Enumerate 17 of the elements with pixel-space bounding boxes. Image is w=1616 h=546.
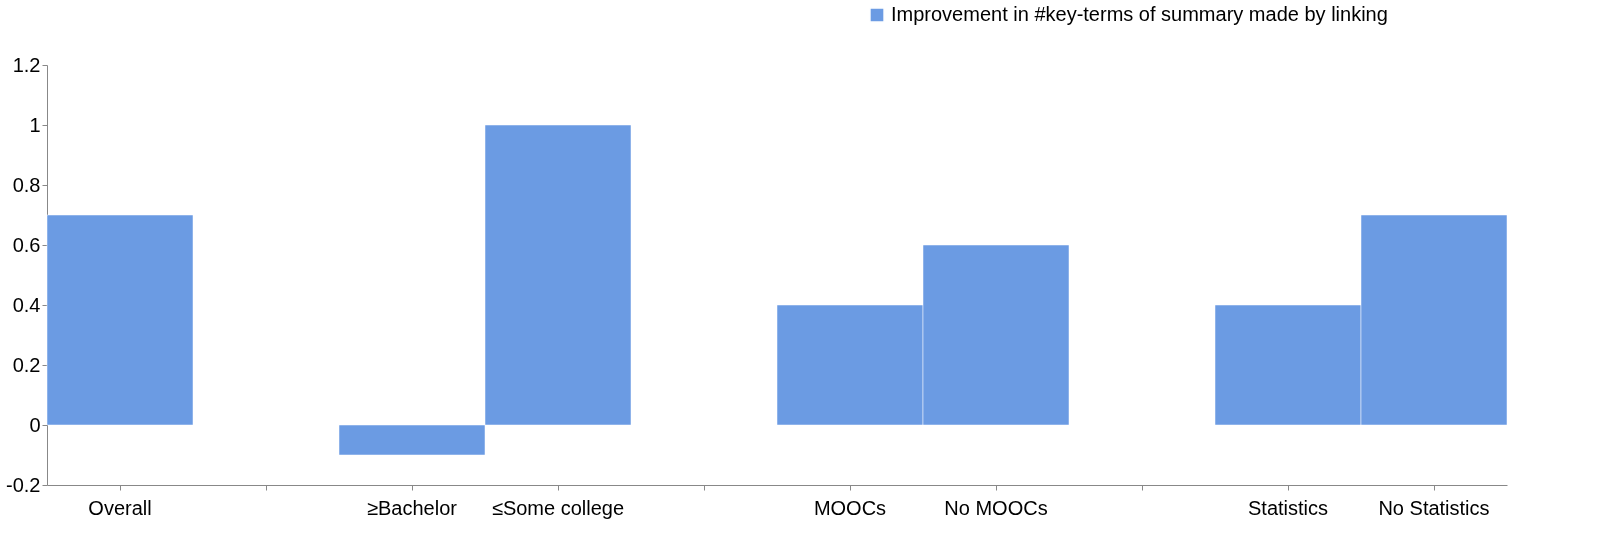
x-tick-label: MOOCs bbox=[813, 496, 887, 519]
y-tick-label: -0.2 bbox=[6, 473, 41, 496]
x-tick-label: Overall bbox=[88, 496, 152, 519]
bar bbox=[46, 214, 194, 426]
y-tick-label: 0.4 bbox=[12, 293, 41, 316]
y-tick-label: 0 bbox=[29, 413, 41, 436]
x-tick-label: Statistics bbox=[1247, 496, 1329, 519]
y-tick-label: 1 bbox=[29, 113, 41, 136]
legend-label: Improvement in #key-terms of summary made by linking bbox=[891, 3, 1388, 25]
y-tick-label: 1.2 bbox=[12, 53, 41, 76]
y-tick-label: 0.2 bbox=[12, 353, 41, 376]
x-tick-label: No Statistics bbox=[1378, 496, 1490, 519]
x-tick-label: No MOOCs bbox=[944, 496, 1048, 519]
y-tick-label: 0.6 bbox=[12, 233, 41, 256]
x-tick-label: ≤Some college bbox=[491, 496, 625, 519]
y-tick-label: 0.8 bbox=[12, 173, 41, 196]
x-tick-label: ≥Bachelor bbox=[367, 496, 458, 519]
